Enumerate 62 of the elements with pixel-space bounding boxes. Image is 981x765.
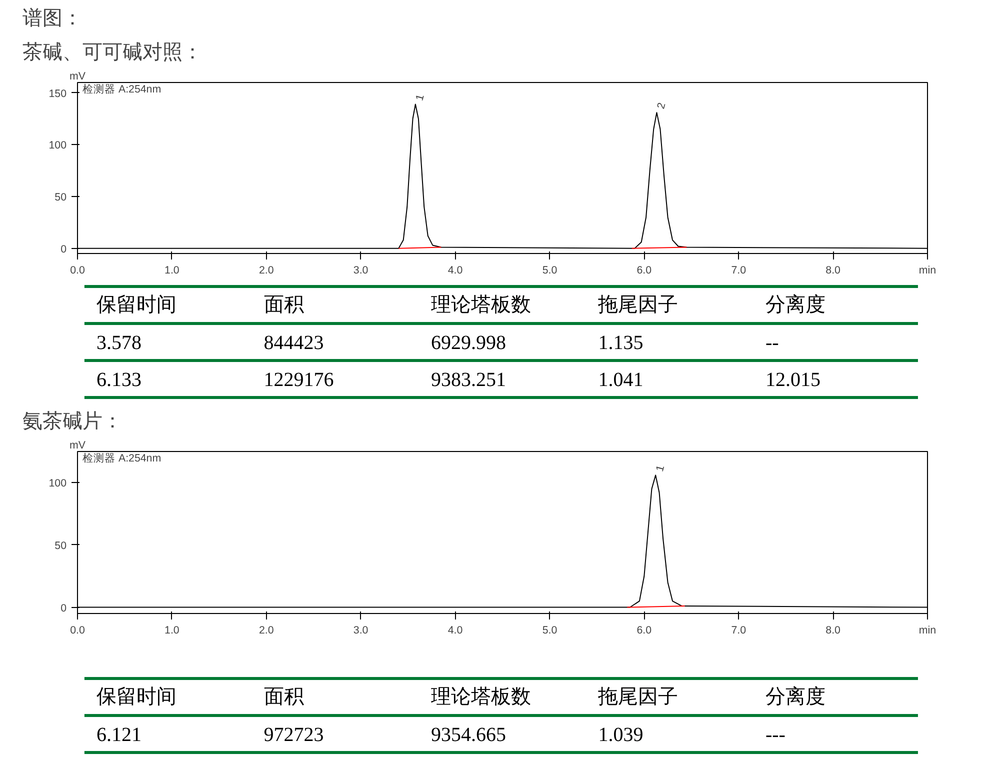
text: 6929.998: [431, 332, 506, 354]
x-tick-label: 4.0: [448, 264, 463, 276]
annotation: 2: [655, 101, 668, 110]
chart-title: 氨茶碱片：: [22, 410, 122, 432]
category-label: 保留时间: [96, 294, 177, 316]
x-tick-label: 4.0: [448, 624, 463, 636]
text: 6.121: [96, 724, 142, 746]
x-tick-label: 1.0: [164, 264, 180, 276]
x-tick-label: 2.0: [258, 264, 274, 276]
y-tick-label: 100: [48, 478, 67, 490]
chart-subtitle: 茶碱、可可碱对照：: [22, 42, 202, 64]
category-label: 理论塔板数: [431, 686, 532, 708]
category-label: 分离度: [765, 686, 826, 708]
text: 9354.665: [431, 724, 506, 746]
y-tick-label: 100: [48, 140, 67, 152]
x-tick-label: 3.0: [353, 624, 368, 636]
x-tick-label: min: [918, 264, 936, 276]
y-tick-label: 0: [60, 602, 67, 614]
text: 1.039: [598, 724, 644, 746]
text: 1.135: [598, 332, 644, 354]
x-tick-label: 3.0: [353, 264, 368, 276]
x-tick-label: 5.0: [542, 264, 558, 276]
category-label: 分离度: [765, 294, 826, 316]
text: 9383.251: [431, 369, 506, 391]
x-tick-label: 6.0: [636, 624, 652, 636]
x-tick-label: min: [918, 624, 936, 636]
text: ---: [765, 724, 786, 746]
annotation: 检测器 A:254nm: [82, 84, 162, 96]
category-label: 面积: [264, 294, 304, 316]
category-label: 拖尾因子: [597, 294, 678, 316]
annotation: 1: [414, 93, 427, 102]
text: 844423: [264, 332, 324, 354]
chart-title: 谱图：: [22, 8, 82, 30]
x-tick-label: 1.0: [164, 624, 180, 636]
x-tick-label: 8.0: [826, 624, 841, 636]
category-label: 面积: [264, 686, 304, 708]
y-tick-label: 150: [48, 88, 67, 100]
text: 12.015: [765, 369, 820, 391]
x-tick-label: 6.0: [636, 264, 652, 276]
annotation: 1: [654, 464, 668, 473]
y-tick-label: 0: [60, 243, 67, 256]
text: --: [765, 332, 779, 354]
category-label: 保留时间: [96, 686, 177, 708]
text: 1.041: [598, 369, 644, 391]
y-axis-title: mV: [70, 70, 86, 82]
x-tick-label: 2.0: [258, 624, 274, 636]
x-tick-label: 5.0: [542, 624, 558, 636]
x-tick-label: 8.0: [826, 264, 841, 276]
text: 3.578: [96, 332, 142, 354]
text: 972723: [264, 724, 324, 746]
category-label: 理论塔板数: [431, 294, 532, 316]
text: 1229176: [264, 369, 334, 391]
x-tick-label: 7.0: [731, 264, 746, 276]
x-tick-label: 0.0: [70, 264, 85, 276]
y-axis-title: mV: [70, 440, 86, 452]
y-tick-label: 50: [54, 540, 67, 552]
text: 6.133: [96, 369, 142, 391]
category-label: 拖尾因子: [597, 686, 678, 708]
y-tick-label: 50: [54, 192, 67, 204]
x-tick-label: 7.0: [731, 624, 746, 636]
annotation: 检测器 A:254nm: [82, 452, 162, 464]
x-tick-label: 0.0: [70, 624, 85, 636]
